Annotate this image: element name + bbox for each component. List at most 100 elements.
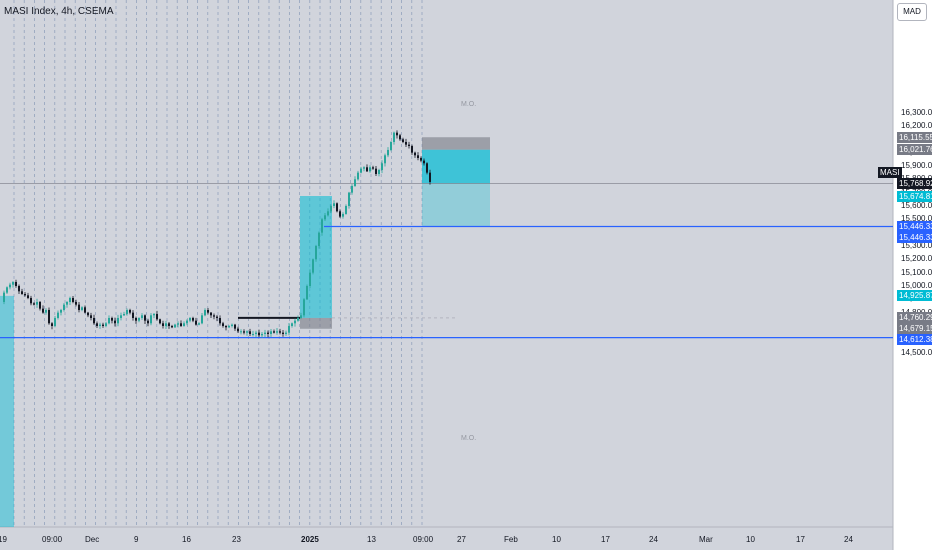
candle-body	[12, 281, 14, 285]
candle-body	[192, 317, 194, 321]
price-tag-blue: 15,446.33	[897, 220, 932, 232]
candle-body	[342, 213, 344, 217]
candle-body	[312, 259, 314, 273]
price-tag-gray: 14,760.29	[897, 312, 932, 324]
candle-body	[51, 323, 53, 326]
x-tick-label: 19	[0, 535, 7, 544]
x-tick-label: 17	[796, 535, 805, 544]
candle-body	[426, 163, 428, 173]
candle-body	[255, 332, 257, 334]
candle-body	[21, 291, 23, 294]
candle-body	[348, 192, 350, 206]
x-tick-label: 13	[367, 535, 376, 544]
candle-body	[159, 319, 161, 324]
candle-body	[372, 167, 374, 169]
y-tick-label: 15,100.00	[901, 267, 932, 277]
candle-body	[396, 132, 398, 136]
candle-body	[156, 313, 158, 320]
candle-body	[231, 324, 233, 326]
candle-body	[132, 312, 134, 318]
candle-body	[222, 323, 224, 326]
candle-body	[336, 203, 338, 212]
candle-body	[252, 333, 254, 335]
candle-body	[297, 317, 299, 321]
candle-body	[177, 323, 179, 325]
candle-body	[69, 297, 71, 302]
candle-body	[33, 303, 35, 305]
candle-body	[15, 281, 17, 286]
candle-body	[186, 320, 188, 324]
x-tick-label: 2025	[301, 535, 319, 544]
candle-body	[330, 205, 332, 212]
price-tag-gray: 14,679.15	[897, 323, 932, 335]
candle-body	[366, 167, 368, 172]
currency-button[interactable]: MAD	[897, 3, 927, 21]
candle-body	[291, 323, 293, 326]
candle-body	[234, 324, 236, 329]
candle-body	[9, 284, 11, 288]
upper-order-block	[422, 137, 490, 150]
candle-body	[315, 245, 317, 260]
candle-body	[357, 172, 359, 180]
candle-body	[360, 168, 362, 173]
candle-body	[225, 325, 227, 328]
y-tick-label: 15,600.00	[901, 200, 932, 210]
candle-body	[375, 168, 377, 174]
candle-body	[201, 315, 203, 324]
y-tick-label: 15,900.00	[901, 160, 932, 170]
x-tick-label: 09:00	[42, 535, 63, 544]
candle-body	[195, 320, 197, 325]
y-tick-label: 16,200.00	[901, 120, 932, 130]
candle-body	[384, 155, 386, 164]
x-tick-label: 9	[134, 535, 139, 544]
candle-body	[294, 320, 296, 324]
candle-body	[408, 144, 410, 146]
zone-label-lower: M.O.	[461, 435, 477, 442]
candle-body	[267, 332, 269, 334]
candle-body	[81, 307, 83, 310]
price-tag-dark: 15,768.92	[897, 177, 932, 189]
candle-body	[42, 308, 44, 313]
candle-body	[126, 309, 128, 314]
candle-body	[171, 325, 173, 328]
x-tick-label: 24	[649, 535, 658, 544]
candle-body	[204, 309, 206, 316]
candle-body	[237, 328, 239, 332]
candle-body	[162, 323, 164, 326]
candle-body	[324, 215, 326, 220]
candle-body	[180, 323, 182, 326]
candle-body	[207, 309, 209, 313]
candle-body	[102, 324, 104, 326]
candle-body	[249, 331, 251, 334]
candle-body	[369, 167, 371, 172]
lower-order-block	[300, 317, 332, 329]
x-tick-label: 24	[844, 535, 853, 544]
candle-body	[48, 309, 50, 324]
candle-body	[279, 331, 281, 333]
candle-body	[129, 309, 131, 313]
price-axis-background	[893, 0, 932, 550]
candle-body	[174, 324, 176, 328]
candle-body	[420, 157, 422, 161]
candle-body	[189, 317, 191, 321]
candle-body	[306, 285, 308, 300]
candle-body	[378, 169, 380, 174]
x-tick-label: 16	[182, 535, 191, 544]
candle-body	[321, 219, 323, 233]
candle-body	[78, 304, 80, 310]
y-tick-label: 15,000.00	[901, 280, 932, 290]
candle-body	[318, 232, 320, 246]
candle-body	[345, 205, 347, 214]
candle-body	[351, 185, 353, 193]
y-tick-label: 15,500.00	[901, 214, 932, 224]
candle-body	[138, 317, 140, 321]
candle-body	[135, 317, 137, 321]
price-tag-teal: 15,674.81	[897, 190, 932, 202]
candle-body	[66, 301, 68, 305]
candle-body	[219, 317, 221, 324]
candle-body	[45, 309, 47, 313]
candle-body	[108, 317, 110, 324]
candle-body	[87, 312, 89, 316]
